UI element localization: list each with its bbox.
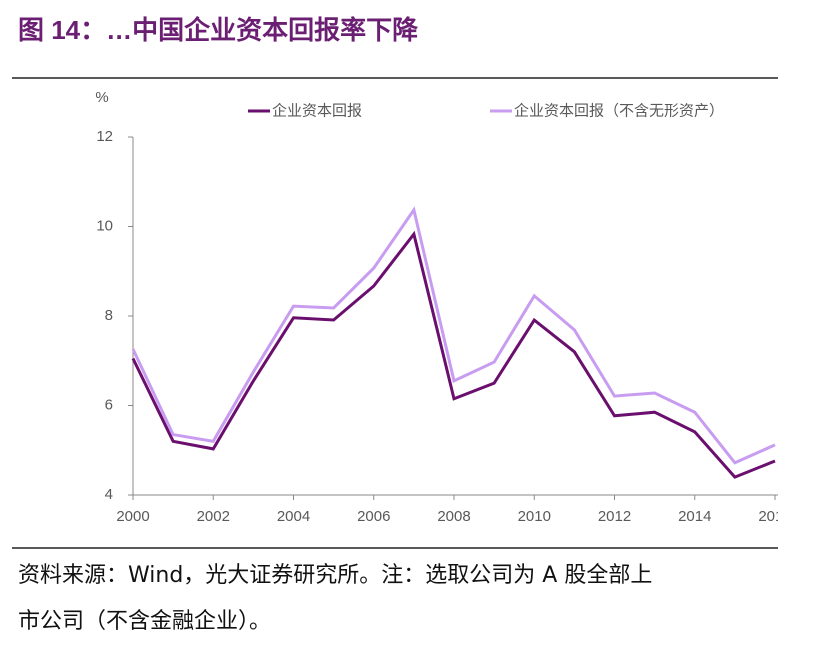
x-tick-label: 2002 [197,508,230,525]
footer-text: 市公司（不含金融企业）。 [18,609,271,634]
x-tick-label: 2014 [678,508,711,525]
footer-text: 资料来源：Wind，光大证券研究所。注：选取公司为 A 股全部上 [18,563,652,588]
x-tick-label: 2004 [277,508,310,525]
series-line [131,230,776,479]
x-tick-label: 2012 [598,508,631,525]
x-tick-label: 2006 [357,508,390,525]
legend-label: 企业资本回报（不含无形资产） [514,102,724,120]
legend-label: 企业资本回报 [272,102,362,120]
y-tick-label: 8 [105,307,113,324]
y-tick-label: 12 [96,128,113,145]
x-tick-label: 2008 [437,508,470,525]
x-tick-label: 2016 [758,508,791,525]
y-unit: % [95,89,108,106]
chart-title: 图 14：…中国企业资本回报率下降 [18,15,419,45]
y-tick-label: 10 [96,217,113,234]
x-tick-label: 2010 [518,508,551,525]
y-tick-label: 6 [105,396,113,413]
x-tick-label: 2000 [116,508,149,525]
y-tick-label: 4 [105,486,113,503]
series-line [131,206,776,465]
